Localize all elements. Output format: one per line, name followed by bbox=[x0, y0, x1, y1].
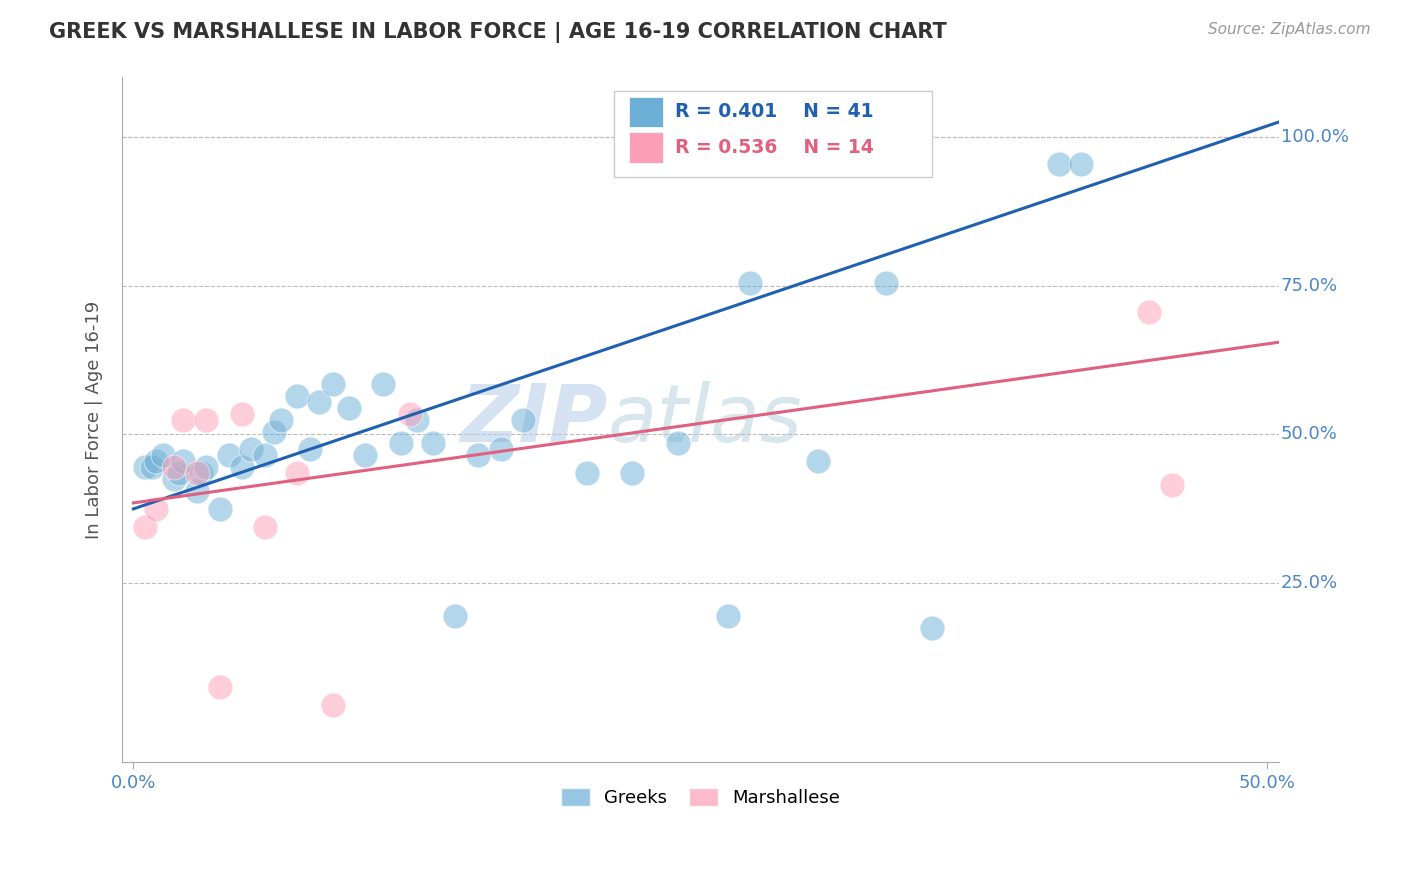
Bar bbox=[628, 96, 664, 128]
Point bbox=[299, 442, 322, 457]
Text: R = 0.401    N = 41: R = 0.401 N = 41 bbox=[675, 103, 873, 121]
Point bbox=[337, 401, 360, 415]
Point bbox=[208, 681, 231, 695]
Point bbox=[1161, 478, 1184, 492]
Point bbox=[208, 501, 231, 516]
Point bbox=[152, 448, 174, 462]
Point bbox=[444, 609, 467, 624]
Point bbox=[921, 621, 943, 635]
Text: 25.0%: 25.0% bbox=[1281, 574, 1339, 592]
Point bbox=[270, 412, 292, 426]
Point bbox=[422, 436, 444, 450]
Point bbox=[807, 454, 830, 468]
Point bbox=[322, 376, 344, 391]
Point bbox=[399, 407, 422, 421]
Point bbox=[875, 276, 897, 290]
Point bbox=[163, 472, 186, 486]
Point bbox=[253, 519, 276, 533]
Point bbox=[1137, 305, 1160, 319]
Point bbox=[134, 460, 156, 475]
Point bbox=[389, 436, 412, 450]
Point bbox=[621, 466, 644, 480]
Point bbox=[186, 466, 208, 480]
Legend: Greeks, Marshallese: Greeks, Marshallese bbox=[554, 780, 848, 814]
Y-axis label: In Labor Force | Age 16-19: In Labor Force | Age 16-19 bbox=[86, 301, 103, 539]
Text: 100.0%: 100.0% bbox=[1281, 128, 1348, 146]
Point bbox=[322, 698, 344, 713]
Point bbox=[285, 466, 308, 480]
Point bbox=[218, 448, 240, 462]
Point bbox=[263, 425, 285, 439]
Point bbox=[240, 442, 263, 457]
Text: ZIP: ZIP bbox=[460, 381, 607, 458]
Point bbox=[489, 442, 512, 457]
Point bbox=[371, 376, 394, 391]
Point bbox=[405, 412, 427, 426]
Point bbox=[141, 460, 163, 475]
Point bbox=[172, 412, 194, 426]
Point bbox=[666, 436, 689, 450]
Point bbox=[512, 412, 534, 426]
Point bbox=[190, 466, 212, 480]
Point bbox=[285, 389, 308, 403]
Point bbox=[253, 448, 276, 462]
Text: 75.0%: 75.0% bbox=[1281, 277, 1339, 294]
Point bbox=[186, 483, 208, 498]
Point bbox=[172, 454, 194, 468]
FancyBboxPatch shape bbox=[613, 91, 932, 177]
Point bbox=[163, 460, 186, 475]
Point bbox=[740, 276, 762, 290]
Text: R = 0.536    N = 14: R = 0.536 N = 14 bbox=[675, 137, 873, 157]
Point bbox=[716, 609, 738, 624]
Point bbox=[134, 519, 156, 533]
Point bbox=[231, 407, 253, 421]
Point bbox=[1070, 157, 1092, 171]
Text: atlas: atlas bbox=[607, 381, 803, 458]
Point bbox=[308, 394, 330, 409]
Point bbox=[145, 454, 167, 468]
Text: Source: ZipAtlas.com: Source: ZipAtlas.com bbox=[1208, 22, 1371, 37]
Point bbox=[194, 460, 217, 475]
Point bbox=[467, 448, 489, 462]
Text: GREEK VS MARSHALLESE IN LABOR FORCE | AGE 16-19 CORRELATION CHART: GREEK VS MARSHALLESE IN LABOR FORCE | AG… bbox=[49, 22, 948, 44]
Point bbox=[1047, 157, 1070, 171]
Text: 50.0%: 50.0% bbox=[1281, 425, 1339, 443]
Point bbox=[231, 460, 253, 475]
Point bbox=[145, 501, 167, 516]
Bar bbox=[628, 132, 664, 163]
Point bbox=[353, 448, 375, 462]
Point bbox=[575, 466, 598, 480]
Point bbox=[194, 412, 217, 426]
Point bbox=[167, 466, 190, 480]
